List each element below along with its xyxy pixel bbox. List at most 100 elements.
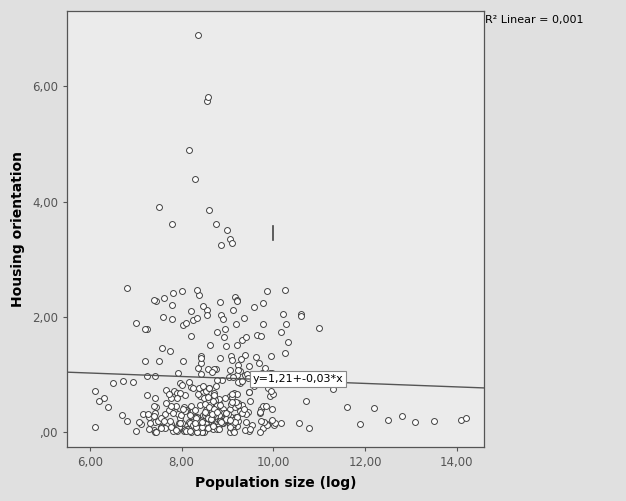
Point (244, 427, 254, 435)
Point (255, 428, 265, 436)
Point (233, 399, 243, 407)
Point (181, 406, 191, 414)
Point (162, 420, 172, 428)
Point (160, 424, 170, 432)
Point (142, 325, 152, 333)
Point (232, 341, 242, 349)
Point (186, 428, 196, 436)
Point (202, 406, 212, 414)
Point (255, 408, 265, 416)
Point (200, 408, 210, 416)
Point (267, 416, 277, 424)
Point (156, 414, 166, 422)
Point (227, 393, 237, 401)
Point (180, 422, 190, 430)
Point (280, 349, 290, 357)
Point (314, 325, 324, 333)
Point (149, 412, 159, 420)
Point (142, 391, 152, 399)
Point (170, 402, 180, 410)
Point (192, 314, 202, 322)
Point (397, 412, 407, 420)
Point (212, 409, 222, 417)
Point (138, 409, 148, 417)
Point (243, 408, 253, 416)
Point (226, 352, 236, 360)
Point (200, 400, 210, 408)
Point (190, 413, 200, 421)
Point (268, 390, 278, 398)
Point (228, 427, 239, 435)
Point (261, 402, 271, 410)
Point (257, 417, 267, 425)
Point (176, 411, 186, 419)
Point (200, 420, 210, 428)
Point (90, 387, 100, 395)
Point (144, 413, 154, 421)
Point (170, 426, 180, 434)
Point (192, 428, 202, 436)
Point (154, 357, 164, 365)
Point (168, 427, 178, 435)
Point (174, 423, 184, 431)
Point (180, 426, 190, 434)
Point (177, 381, 187, 389)
Point (230, 320, 240, 328)
Point (177, 287, 187, 295)
Point (203, 93, 213, 101)
Point (188, 384, 198, 392)
Point (220, 416, 230, 424)
Point (186, 307, 196, 315)
Point (142, 372, 152, 380)
Point (237, 336, 247, 344)
Point (206, 415, 216, 423)
Point (205, 384, 215, 392)
Point (168, 404, 178, 412)
Point (311, 380, 321, 388)
Point (178, 357, 188, 365)
Point (228, 306, 238, 314)
Point (228, 416, 238, 424)
Point (168, 302, 178, 310)
Point (208, 422, 218, 430)
Point (232, 390, 242, 398)
Point (175, 414, 185, 422)
Point (215, 401, 225, 409)
Point (244, 388, 254, 396)
Point (240, 371, 250, 379)
Point (254, 359, 264, 367)
Point (149, 296, 159, 304)
Point (205, 421, 215, 429)
Point (230, 403, 240, 411)
Point (258, 424, 268, 432)
Point (191, 423, 201, 431)
Point (99, 394, 109, 402)
Point (273, 380, 283, 388)
Point (267, 405, 277, 413)
Point (188, 420, 198, 428)
Point (131, 426, 141, 434)
Point (429, 417, 439, 425)
Point (158, 313, 168, 321)
Point (235, 367, 245, 375)
Point (196, 359, 206, 367)
Point (151, 403, 162, 411)
Point (212, 415, 222, 423)
Point (237, 401, 247, 409)
Point (232, 296, 242, 304)
Point (190, 419, 200, 427)
Point (235, 407, 245, 415)
Point (167, 315, 177, 323)
Point (103, 402, 113, 410)
Point (202, 97, 212, 105)
Point (243, 374, 253, 382)
Point (154, 203, 164, 211)
Point (168, 219, 178, 227)
Point (121, 417, 131, 425)
Point (150, 409, 160, 417)
Point (262, 287, 272, 295)
Point (232, 361, 242, 369)
Point (223, 410, 233, 418)
Point (254, 374, 264, 382)
Point (260, 364, 270, 372)
